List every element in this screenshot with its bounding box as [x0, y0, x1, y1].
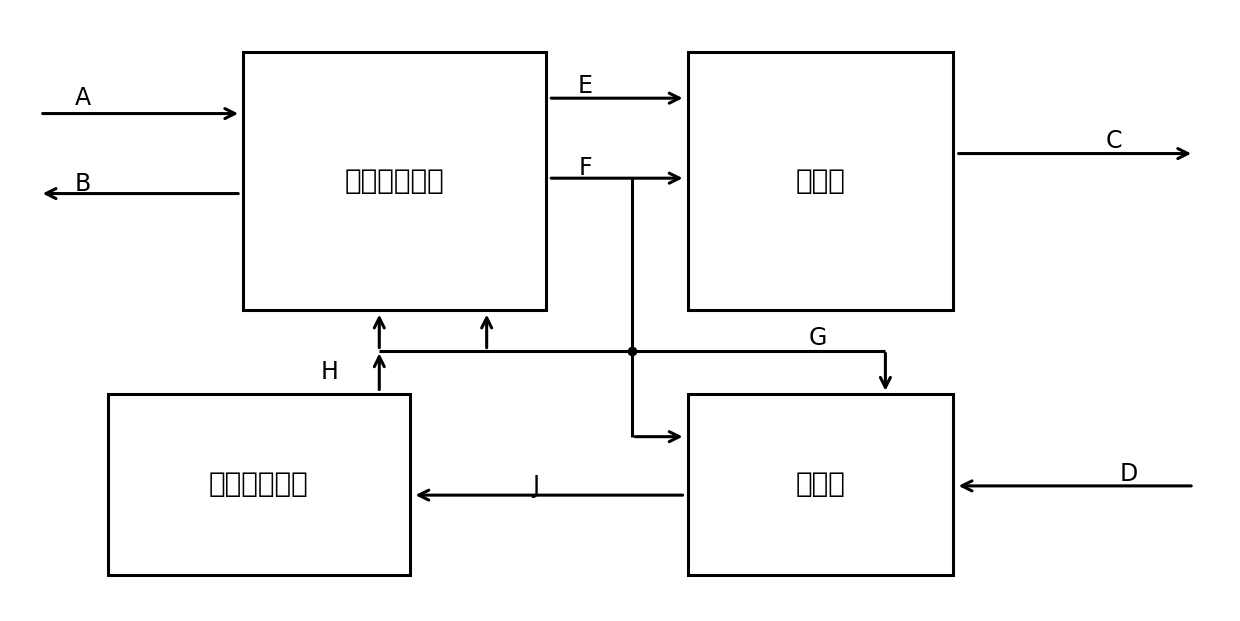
Bar — [688, 394, 954, 575]
Text: E: E — [578, 74, 593, 98]
Text: D: D — [1120, 461, 1138, 486]
Text: A: A — [74, 86, 91, 110]
Text: 调制器: 调制器 — [796, 167, 846, 195]
Text: H: H — [321, 360, 339, 384]
Text: 解调器: 解调器 — [796, 470, 846, 499]
Text: 链路控制模块: 链路控制模块 — [345, 167, 445, 195]
Bar — [243, 52, 546, 310]
Bar — [688, 52, 954, 310]
Text: G: G — [808, 326, 827, 350]
Text: F: F — [579, 156, 593, 179]
Text: 模式识别模块: 模式识别模块 — [210, 470, 309, 499]
Text: B: B — [74, 173, 92, 196]
Bar — [108, 394, 410, 575]
Text: C: C — [1106, 129, 1122, 153]
Text: J: J — [532, 474, 539, 498]
